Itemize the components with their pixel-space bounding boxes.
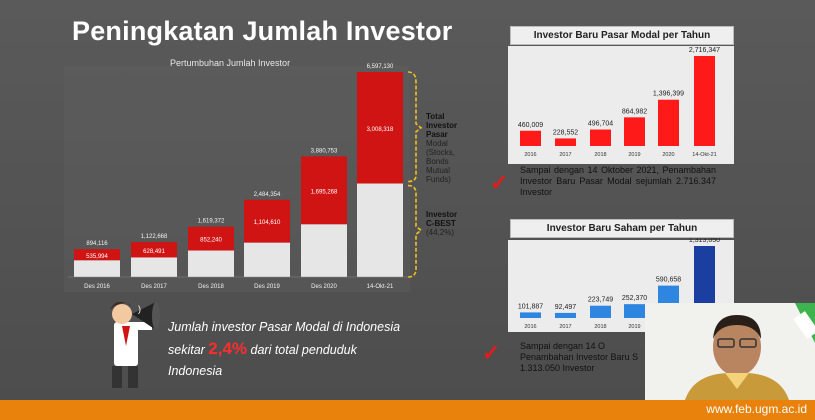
right-bottom-panel-title: Investor Baru Saham per Tahun xyxy=(510,219,734,238)
new-investor-bar xyxy=(624,117,645,146)
cbest-value-label: 1,104,610 xyxy=(254,220,281,226)
svg-text:): ) xyxy=(138,304,141,314)
total-value-label: 3,880,753 xyxy=(311,148,338,154)
total-value-label: 2,484,354 xyxy=(254,192,281,198)
checkmark-icon: ✓ xyxy=(490,170,509,195)
x-tick-label: 2018 xyxy=(594,324,606,330)
bar-value-label: 92,497 xyxy=(555,304,577,311)
right-top-note: Sampai dengan 14 Oktober 2021, Penambaha… xyxy=(520,165,716,197)
x-tick-label: 14-Okt-21 xyxy=(367,284,394,290)
total-bar xyxy=(131,242,177,258)
bracket-total xyxy=(407,71,423,183)
slide-title: Peningkatan Jumlah Investor xyxy=(72,16,453,46)
total-bar xyxy=(301,156,347,225)
x-tick-label: Des 2019 xyxy=(254,284,280,290)
right-top-panel-title: Investor Baru Pasar Modal per Tahun xyxy=(510,26,734,45)
cbest-value-label: 535,994 xyxy=(86,254,108,260)
bracket-cbest-label: Investor C-BEST (44,2%) xyxy=(426,210,458,237)
new-stock-investor-bar xyxy=(694,246,715,318)
x-tick-label: 2019 xyxy=(628,152,640,158)
cbest-bar xyxy=(244,242,290,277)
bar-value-label: 864,982 xyxy=(622,108,647,115)
x-tick-label: Des 2018 xyxy=(198,284,224,290)
cbest-bar xyxy=(357,183,403,277)
new-investor-bar xyxy=(658,99,679,146)
x-tick-label: 14-Okt-21 xyxy=(692,152,716,158)
x-tick-label: Des 2017 xyxy=(141,284,167,290)
new-stock-investor-bar xyxy=(520,312,541,318)
cbest-bar xyxy=(188,250,234,277)
new-stock-investor-bar xyxy=(590,305,611,318)
total-bar xyxy=(244,199,290,243)
bar-value-label: 1,396,399 xyxy=(653,91,684,98)
bar-value-label: 228,552 xyxy=(553,129,578,136)
right-bottom-note: Sampai dengan 14 O Penambahan Investor B… xyxy=(520,341,639,373)
bar-value-label: 2,716,347 xyxy=(689,47,720,54)
cbest-bar xyxy=(131,257,177,277)
total-value-label: 894,116 xyxy=(86,241,108,247)
total-value-label: 1,122,668 xyxy=(141,234,168,240)
presenter-video-frame xyxy=(645,303,815,400)
bar-value-label: 496,704 xyxy=(588,121,613,128)
total-bar xyxy=(188,226,234,251)
cbest-value-label: 1,695,268 xyxy=(311,189,338,195)
bracket-cbest xyxy=(407,184,423,278)
charts-canvas: 894,116 535,994 Des 2016 1,122,668 628,491 De… xyxy=(64,46,734,332)
new-investor-bar xyxy=(520,130,541,146)
x-tick-label: 2017 xyxy=(559,324,571,330)
bottom-statement: Jumlah investor Pasar Modal di Indonesia… xyxy=(168,320,401,378)
x-tick-label: 2017 xyxy=(559,152,571,158)
x-tick-label: Des 2016 xyxy=(84,284,110,290)
x-tick-label: 2016 xyxy=(524,152,536,158)
megaphone-person-illustration: ) xyxy=(110,301,160,388)
bar-value-label: 1,313,050 xyxy=(689,237,720,244)
bar-value-label: 101,887 xyxy=(518,303,543,310)
bar-value-label: 460,009 xyxy=(518,122,543,129)
total-value-label: 1,619,372 xyxy=(198,219,225,225)
x-tick-label: 2018 xyxy=(594,152,606,158)
presentation-slide: Peningkatan Jumlah Investor Pertumbuhan … xyxy=(0,0,815,400)
bar-value-label: 252,370 xyxy=(622,295,647,302)
total-bar xyxy=(74,249,120,261)
x-tick-label: 2019 xyxy=(628,324,640,330)
cbest-value-label: 628,491 xyxy=(143,249,165,255)
cbest-bar xyxy=(74,260,120,277)
x-tick-label: Des 2020 xyxy=(311,284,337,290)
total-bar xyxy=(357,72,403,184)
new-stock-investor-bar xyxy=(624,304,645,318)
new-investor-bar xyxy=(590,129,611,146)
cbest-bar xyxy=(301,224,347,277)
cbest-value-label: 852,240 xyxy=(200,238,222,244)
bar-value-label: 590,658 xyxy=(656,277,681,284)
footer-url[interactable]: www.feb.ugm.ac.id xyxy=(706,402,807,416)
cbest-value-label: 3,008,318 xyxy=(367,127,394,133)
x-tick-label: 2016 xyxy=(524,324,536,330)
footer-bar: www.feb.ugm.ac.id xyxy=(0,400,815,420)
total-value-label: 6,597,130 xyxy=(367,64,394,70)
webcam-video[interactable] xyxy=(645,303,815,400)
left-chart-subtitle: Pertumbuhan Jumlah Investor xyxy=(170,58,291,68)
bracket-total-label: Total Investor Pasar Modal (Stocks, Bond… xyxy=(426,112,458,184)
new-investor-bar xyxy=(555,138,576,146)
left-chart-area xyxy=(64,66,410,292)
bar-value-label: 223,749 xyxy=(588,297,613,304)
new-stock-investor-bar xyxy=(555,312,576,318)
percent-highlight: 2,4% xyxy=(208,339,248,358)
checkmark-icon: ✓ xyxy=(482,340,501,365)
x-tick-label: 2020 xyxy=(662,152,674,158)
new-investor-bar xyxy=(694,56,715,146)
